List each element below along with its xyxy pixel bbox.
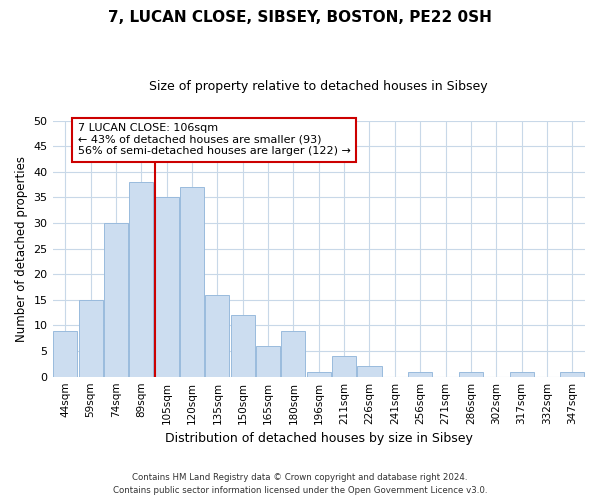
Bar xyxy=(408,372,432,376)
Bar xyxy=(205,294,229,376)
Bar xyxy=(230,315,255,376)
Bar xyxy=(358,366,382,376)
Y-axis label: Number of detached properties: Number of detached properties xyxy=(15,156,28,342)
Text: Contains HM Land Registry data © Crown copyright and database right 2024.
Contai: Contains HM Land Registry data © Crown c… xyxy=(113,473,487,495)
Bar xyxy=(180,187,204,376)
Bar xyxy=(256,346,280,376)
Bar xyxy=(155,198,179,376)
Bar xyxy=(560,372,584,376)
Bar xyxy=(281,330,305,376)
Text: 7 LUCAN CLOSE: 106sqm
← 43% of detached houses are smaller (93)
56% of semi-deta: 7 LUCAN CLOSE: 106sqm ← 43% of detached … xyxy=(78,123,351,156)
Text: 7, LUCAN CLOSE, SIBSEY, BOSTON, PE22 0SH: 7, LUCAN CLOSE, SIBSEY, BOSTON, PE22 0SH xyxy=(108,10,492,25)
Bar xyxy=(53,330,77,376)
Bar xyxy=(332,356,356,376)
Bar xyxy=(129,182,154,376)
Bar xyxy=(307,372,331,376)
Title: Size of property relative to detached houses in Sibsey: Size of property relative to detached ho… xyxy=(149,80,488,93)
Bar xyxy=(104,223,128,376)
Bar xyxy=(509,372,533,376)
X-axis label: Distribution of detached houses by size in Sibsey: Distribution of detached houses by size … xyxy=(165,432,473,445)
Bar xyxy=(459,372,483,376)
Bar xyxy=(79,300,103,376)
